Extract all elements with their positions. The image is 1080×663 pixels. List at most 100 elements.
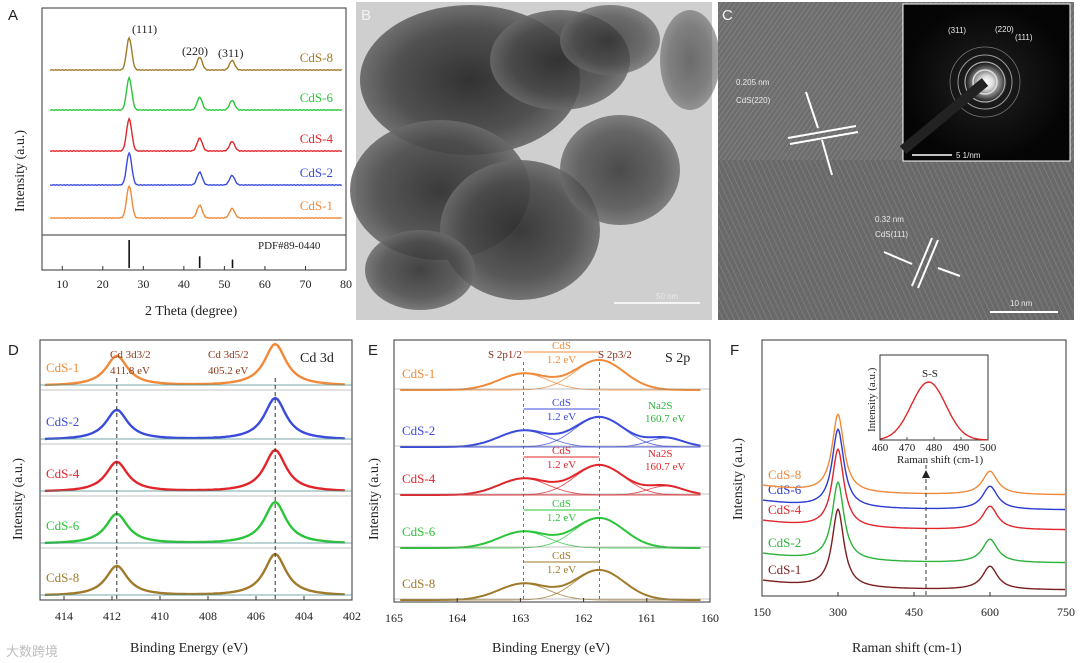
watermark: 大数跨境 [6, 645, 58, 660]
saed-inset [902, 3, 1071, 162]
na2s-label: Na2S [648, 400, 672, 412]
peak-label-220: (220) [182, 44, 208, 58]
x-tick-label: 750 [1057, 605, 1075, 619]
raman-inset: 460 470 480 490 500 S-S Intensity (a.u.) Ram… [866, 354, 997, 466]
raman-curve-cds-8 [762, 412, 1065, 496]
panel-d-ylabel: Intensity (a.u.) [11, 458, 26, 540]
panel-a-ylabel: Intensity (a.u.) [13, 130, 28, 212]
xps-cd-curve-cds-1 [44, 342, 345, 387]
inset-tick-label: 490 [953, 442, 970, 454]
xps-cd-series-label: CdS-4 [46, 466, 80, 481]
xrd-curve-cds-2 [49, 151, 343, 187]
x-tick-label: 410 [151, 609, 169, 623]
split-value-label: 1.2 eV [547, 459, 576, 471]
pdf-card-label: PDF#89-0440 [258, 240, 321, 252]
x-tick-label: 408 [199, 609, 217, 623]
cds-bracket-label: CdS [552, 340, 571, 352]
xps-cd-curve-cds-2 [44, 396, 345, 441]
fringe1-spacing: 0.205 nm [736, 78, 770, 87]
raman-series-label: CdS-4 [768, 502, 802, 517]
panel-letter-f: F [730, 342, 739, 359]
panel-a-xlabel: 2 Theta (degree) [145, 304, 238, 319]
cd3d32-label: Cd 3d3/2 [110, 349, 151, 361]
panel-b: B 50 nm [350, 2, 720, 320]
raman-inset-plot: 460 470 480 490 500 [872, 381, 997, 454]
x-tick-label: 163 [511, 611, 529, 625]
saed-rings [949, 46, 1021, 118]
scale-bar-b-label: 50 nm [656, 292, 679, 301]
xrd-series-label: CdS-8 [300, 50, 333, 65]
peak-label-311: (311) [218, 46, 244, 60]
xps-s-series-label: CdS-8 [402, 576, 435, 591]
panel-f-ylabel: Intensity (a.u.) [731, 438, 746, 520]
split-value-label: 1.2 eV [547, 512, 576, 524]
x-tick-label: 161 [638, 611, 656, 625]
fringe2-marker [883, 237, 961, 289]
fringe1-marker [787, 91, 859, 176]
x-tick-label: 150 [753, 605, 771, 619]
cds-bracket-label: CdS [552, 498, 571, 510]
panel-e-title: S 2p [665, 351, 690, 366]
xps-s-fit-na2s [400, 485, 701, 496]
inset-tick-label: 480 [926, 442, 943, 454]
x-tick-label: 160 [701, 611, 719, 625]
xrd-curve-cds-6 [50, 75, 343, 112]
panel-a-frame [41, 7, 347, 271]
inset-tick-label: 460 [872, 442, 889, 454]
s2p32-label: S 2p3/2 [598, 349, 632, 361]
ring-label-111: (111) [1015, 33, 1033, 42]
x-tick-label: 80 [340, 277, 352, 291]
x-tick-label: 165 [385, 611, 403, 625]
panel-e-ylabel: Intensity (a.u.) [367, 458, 382, 540]
na2s-energy-label: 160.7 eV [645, 461, 685, 473]
x-tick-label: 406 [247, 609, 265, 623]
xrd-series-label: CdS-2 [300, 165, 333, 180]
xps-s-series-label: CdS-2 [402, 423, 435, 438]
fringe1-plane: CdS(220) [736, 96, 771, 105]
panel-a-series-group: CdS-1 CdS-2 CdS-4 CdS-6 CdS-8 [49, 36, 343, 220]
panel-e-xlabel: Binding Energy (eV) [492, 641, 610, 656]
inset-title: S-S [922, 368, 938, 380]
x-tick-label: 300 [829, 605, 847, 619]
panel-d-xlabel: Binding Energy (eV) [130, 641, 248, 656]
fringe2-plane: CdS(111) [875, 230, 908, 239]
panel-a-reference-group [128, 240, 234, 268]
x-tick-label: 60 [259, 277, 271, 291]
x-tick-label: 450 [905, 605, 923, 619]
panel-d-frame [39, 339, 353, 601]
xps-cd-series-label: CdS-2 [46, 414, 79, 429]
xps-cd-series-label: CdS-8 [46, 570, 79, 585]
panel-letter-a: A [8, 7, 18, 24]
inset-tick-label: 470 [899, 442, 916, 454]
cd3d52-energy: 405.2 eV [208, 365, 248, 377]
na2s-label: Na2S [648, 448, 672, 460]
na2s-energy-label: 160.7 eV [645, 413, 685, 425]
xps-s-series-label: CdS-6 [402, 524, 436, 539]
xps-s-series-label: CdS-1 [402, 366, 435, 381]
panel-c: C (311) (220) (111) 5 1/nm 0.205 nm CdS(… [718, 2, 1074, 320]
panel-f-xlabel: Raman shift (cm-1) [852, 641, 962, 656]
xps-cd-curve-cds-8 [44, 552, 345, 597]
xps-s-fit-s2p32 [400, 517, 701, 549]
panel-letter-c: C [722, 7, 733, 24]
ring-label-311: (311) [948, 26, 966, 35]
x-tick-label: 50 [218, 277, 230, 291]
inset-tick-label: 500 [980, 442, 997, 454]
raman-curve-cds-2 [762, 480, 1065, 564]
cd3d32-energy: 411.8 eV [110, 365, 150, 377]
x-tick-label: 414 [55, 609, 73, 623]
tem-particle-cluster [350, 5, 720, 310]
peak-label-111: (111) [132, 22, 157, 36]
panel-a: A CdS-1 CdS-2 CdS-4 CdS-6 CdS-8 10 20 30 40 50 60… [8, 7, 352, 319]
cds-bracket-label: CdS [552, 550, 571, 562]
x-tick-label: 404 [295, 609, 313, 623]
inset-ss-curve [879, 381, 989, 441]
xrd-series-label: CdS-1 [300, 198, 333, 213]
inset-xlabel: Raman shift (cm-1) [897, 454, 983, 466]
xps-cd-series-label: CdS-1 [46, 360, 79, 375]
panel-d-title: Cd 3d [300, 351, 334, 366]
